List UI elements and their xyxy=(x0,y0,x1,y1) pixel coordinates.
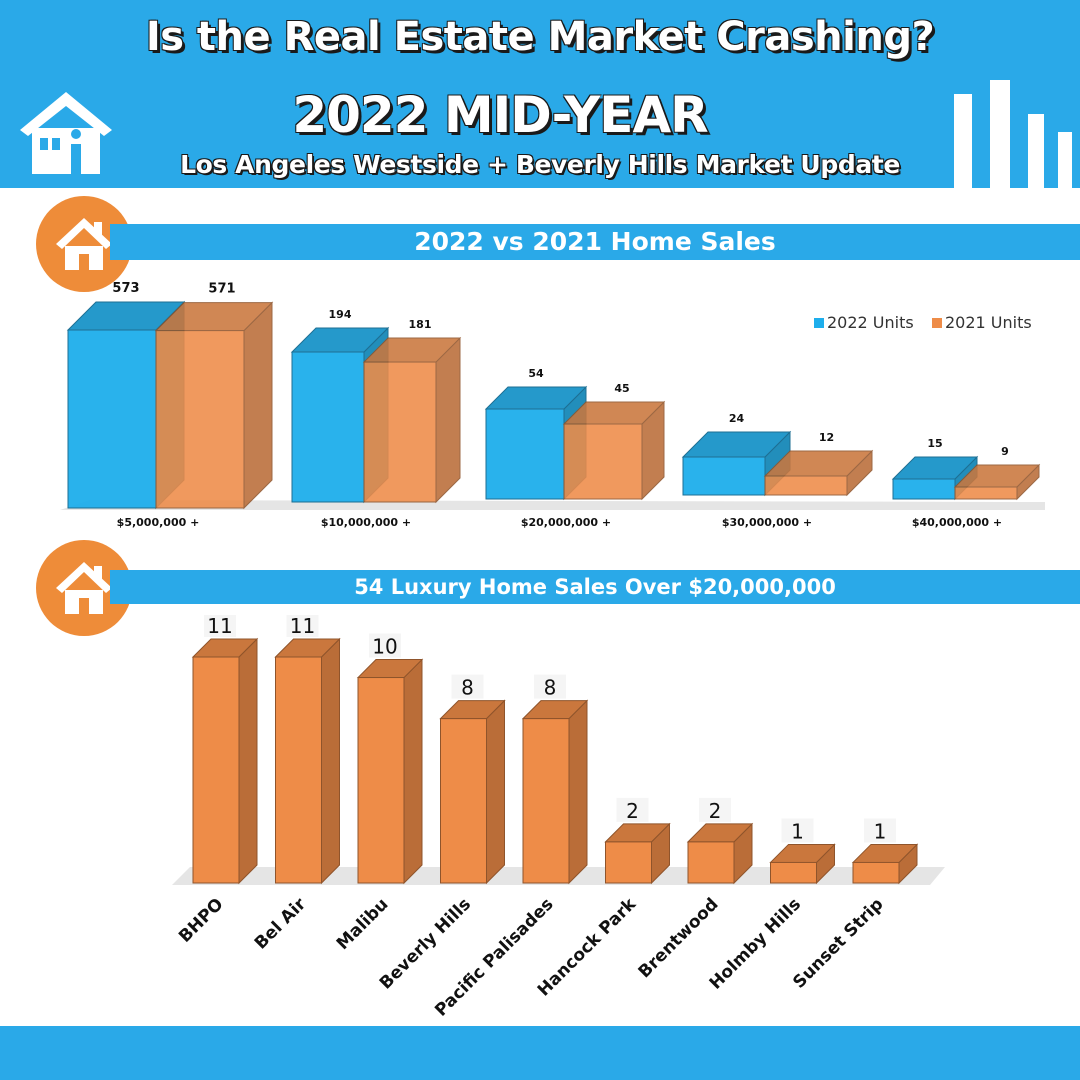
data-label-box xyxy=(616,797,649,822)
data-label-box xyxy=(451,674,484,699)
data-label: 24 xyxy=(729,412,745,425)
bar-20000000-2021 xyxy=(562,400,666,501)
category-label: Brentwood xyxy=(635,894,723,982)
data-label-box xyxy=(369,633,401,658)
house-logo-icon xyxy=(20,92,112,174)
bar-malibu xyxy=(356,658,424,885)
category-label: $40,000,000 + xyxy=(912,516,1002,529)
data-label: 45 xyxy=(614,382,629,395)
data-label: 12 xyxy=(819,431,834,444)
data-label: 8 xyxy=(544,676,557,700)
bar-10000000-2021 xyxy=(362,336,462,504)
data-label-box xyxy=(864,818,896,843)
page-title: Is the Real Estate Market Crashing? xyxy=(145,14,935,60)
data-label: 8 xyxy=(461,676,474,700)
data-label-box xyxy=(204,615,236,637)
data-label: 54 xyxy=(528,367,544,380)
footer-banner xyxy=(0,1026,1080,1080)
luxury-sales-section-title: 54 Luxury Home Sales Over $20,000,000 xyxy=(110,570,1080,604)
category-label: $30,000,000 + xyxy=(722,516,812,529)
bar-5000000-2021 xyxy=(154,301,274,510)
category-label: $20,000,000 + xyxy=(521,516,611,529)
bar-pacific-palisades xyxy=(521,699,589,885)
legend-entry: 2021 Units xyxy=(945,313,1032,332)
bar-holmby-hills xyxy=(769,843,836,885)
data-label: 2 xyxy=(709,799,722,823)
data-label-box xyxy=(699,797,731,822)
header-banner xyxy=(0,0,1080,188)
bar-40000000-2021 xyxy=(953,463,1041,501)
category-label: Malibu xyxy=(333,894,393,954)
legend-swatch xyxy=(814,318,824,328)
home-sales-section-title: 2022 vs 2021 Home Sales xyxy=(110,224,1080,260)
bar-graph-icon xyxy=(954,80,1072,188)
bar-brentwood xyxy=(686,822,754,885)
bar-30000000-2021 xyxy=(763,449,874,497)
data-label-box xyxy=(286,615,319,637)
legend-entry: 2022 Units xyxy=(827,313,914,332)
category-label: Bel Air xyxy=(251,894,311,954)
data-label: 11 xyxy=(290,615,315,638)
data-label-box xyxy=(534,674,566,699)
data-label: 1 xyxy=(791,819,804,843)
data-label: 9 xyxy=(1001,445,1009,458)
market-update-caption: Los Angeles Westside + Beverly Hills Mar… xyxy=(180,150,900,179)
data-label: 11 xyxy=(207,615,232,638)
data-label: 181 xyxy=(409,318,432,331)
data-label: 194 xyxy=(329,308,352,321)
page-subtitle: 2022 MID-YEAR xyxy=(292,86,708,144)
data-label: 10 xyxy=(372,635,397,659)
bar-sunset-strip xyxy=(851,843,919,885)
data-label: 15 xyxy=(927,437,942,450)
data-label: 1 xyxy=(874,819,887,843)
data-label: 573 xyxy=(112,281,139,296)
home-sales-comparison-chart: 573 571 $5,000,000 + 194 181 $10,000,000 + 54 4… xyxy=(60,281,1045,529)
data-label: 571 xyxy=(208,282,235,297)
bar-hancock-park xyxy=(604,822,671,885)
bar-bel-air xyxy=(274,637,341,885)
bar-beverly-hills xyxy=(439,699,506,885)
data-label-box xyxy=(781,818,814,843)
legend-swatch xyxy=(932,318,942,328)
category-label: $5,000,000 + xyxy=(117,516,200,529)
data-label: 2 xyxy=(626,799,639,823)
category-label: $10,000,000 + xyxy=(321,516,411,529)
bar-bhpo xyxy=(191,637,259,885)
category-label: BHPO xyxy=(175,894,227,946)
